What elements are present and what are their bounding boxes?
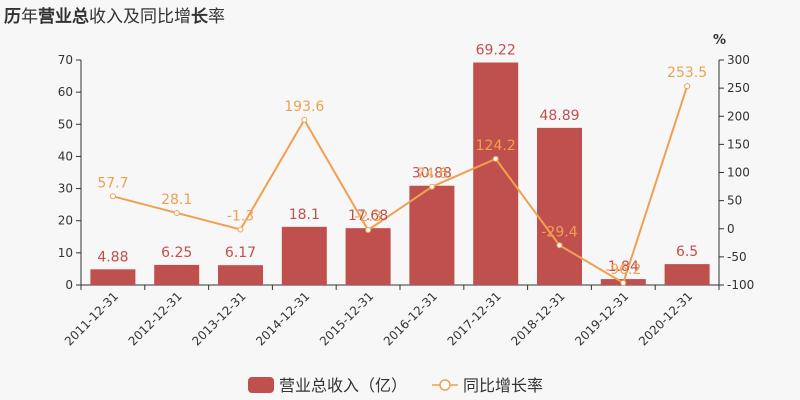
x-tick-label: 2013-12-31 xyxy=(189,289,248,348)
growth-rate-label: 28.1 xyxy=(161,192,192,208)
bar-value-label: 1.84 xyxy=(608,259,639,275)
bar xyxy=(473,62,519,285)
growth-rate-label: -2.3 xyxy=(354,209,381,225)
right-tick-label: 200 xyxy=(727,109,750,123)
growth-rate-point xyxy=(620,279,627,286)
bar-value-label: 6.25 xyxy=(161,245,192,261)
right-tick-label: 0 xyxy=(727,222,735,236)
right-tick-label: -100 xyxy=(727,278,754,292)
growth-rate-point xyxy=(428,183,435,190)
bar xyxy=(409,185,455,285)
growth-rate-point xyxy=(301,116,308,123)
bar xyxy=(90,269,136,285)
left-tick-label: 50 xyxy=(58,117,73,131)
legend-bar-label: 营业总收入（亿） xyxy=(279,376,407,395)
left-tick-label: 20 xyxy=(58,214,73,228)
bar-value-label: 6.17 xyxy=(225,245,256,261)
x-tick-label: 2019-12-31 xyxy=(572,289,631,348)
left-tick-label: 70 xyxy=(58,53,73,67)
growth-rate-label: 193.6 xyxy=(284,99,324,115)
bar-value-label: 48.89 xyxy=(539,108,579,124)
right-tick-label: 150 xyxy=(727,137,750,151)
growth-rate-label: 74.6 xyxy=(416,166,447,182)
bar xyxy=(664,264,710,285)
right-tick-label: 250 xyxy=(727,81,750,95)
growth-rate-point xyxy=(173,209,180,216)
right-tick-label: -50 xyxy=(727,250,747,264)
bar-value-label: 30.88 xyxy=(412,166,452,182)
growth-rate-label: -29.4 xyxy=(541,224,577,240)
x-tick-label: 2017-12-31 xyxy=(445,289,504,348)
bar-value-label: 69.22 xyxy=(476,43,516,59)
x-tick-label: 2014-12-31 xyxy=(253,289,312,348)
growth-rate-label: -96.2 xyxy=(605,262,641,278)
left-tick-label: 10 xyxy=(58,246,73,260)
left-tick-label: 40 xyxy=(58,149,73,163)
growth-rate-line xyxy=(112,85,689,285)
bar xyxy=(218,265,263,285)
legend-line-marker xyxy=(439,379,451,391)
growth-rate-point xyxy=(365,227,372,234)
growth-rate-point xyxy=(237,226,244,233)
x-tick-label: 2020-12-31 xyxy=(636,289,695,348)
bar-value-label: 17.68 xyxy=(348,208,388,224)
growth-rate-label: 124.2 xyxy=(476,138,516,154)
growth-rate-label: -1.3 xyxy=(227,208,254,224)
growth-rate-point xyxy=(684,83,691,90)
bar-value-label: 18.1 xyxy=(289,207,320,223)
growth-rate-point xyxy=(109,193,116,200)
x-tick-label: 2011-12-31 xyxy=(62,289,121,348)
bar xyxy=(345,228,391,285)
right-tick-label: 100 xyxy=(727,166,750,180)
right-tick-label: 300 xyxy=(727,53,750,67)
x-tick-label: 2016-12-31 xyxy=(381,289,440,348)
legend-line-label: 同比增长率 xyxy=(463,376,543,395)
x-tick-label: 2012-12-31 xyxy=(126,289,185,348)
left-tick-label: 60 xyxy=(58,85,73,99)
right-axis-unit: % xyxy=(713,33,726,48)
bar-value-label: 4.88 xyxy=(97,249,128,265)
x-tick-label: 2018-12-31 xyxy=(508,289,567,348)
growth-rate-point xyxy=(492,155,499,162)
right-tick-label: 50 xyxy=(727,194,742,208)
legend-bar-swatch xyxy=(248,377,274,393)
growth-rate-label: 57.7 xyxy=(97,175,128,191)
x-tick-label: 2015-12-31 xyxy=(317,289,376,348)
chart-title: 历年营业总收入及同比增长率 xyxy=(4,7,225,27)
left-tick-label: 0 xyxy=(65,278,73,292)
bar-value-label: 6.5 xyxy=(676,244,698,260)
growth-rate-point xyxy=(556,242,563,249)
bar xyxy=(537,127,582,285)
left-tick-label: 30 xyxy=(58,182,73,196)
bar xyxy=(281,226,327,285)
bar xyxy=(154,264,200,285)
growth-rate-label: 253.5 xyxy=(667,65,707,81)
